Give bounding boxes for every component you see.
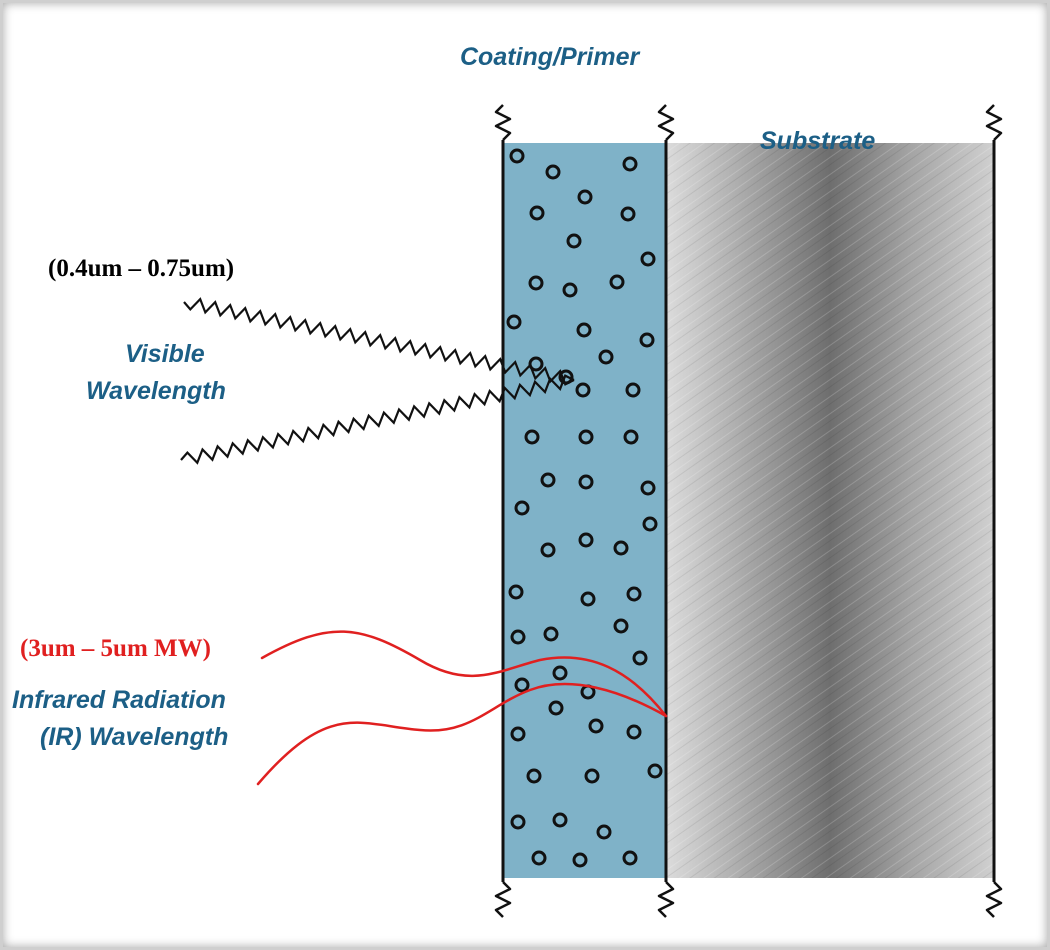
visible-label-line1: Visible bbox=[125, 340, 205, 368]
particle bbox=[626, 724, 642, 740]
particle bbox=[623, 429, 639, 445]
break-mark-icon bbox=[494, 881, 512, 918]
particle bbox=[508, 584, 524, 600]
particle bbox=[622, 850, 638, 866]
particle bbox=[596, 824, 612, 840]
boundary-lines bbox=[501, 140, 996, 882]
particle bbox=[609, 274, 625, 290]
particle bbox=[510, 814, 526, 830]
particle bbox=[620, 206, 636, 222]
particle bbox=[514, 677, 530, 693]
ir-label-line2: (IR) Wavelength bbox=[40, 723, 229, 751]
particle bbox=[626, 586, 642, 602]
particle bbox=[578, 474, 594, 490]
particle bbox=[622, 156, 638, 172]
break-mark-icon bbox=[657, 104, 675, 141]
break-mark-icon bbox=[657, 881, 675, 918]
visible-wave-incident bbox=[183, 297, 575, 386]
particle bbox=[548, 700, 564, 716]
particle bbox=[510, 726, 526, 742]
break-marks bbox=[494, 104, 1003, 918]
particle bbox=[640, 480, 656, 496]
coating-label: Coating/Primer bbox=[460, 43, 640, 71]
particle bbox=[625, 382, 641, 398]
particle bbox=[578, 532, 594, 548]
particle bbox=[577, 189, 593, 205]
coating-layer bbox=[503, 143, 666, 878]
particle bbox=[543, 626, 559, 642]
particle bbox=[572, 852, 588, 868]
visible-wave-reflected bbox=[180, 374, 575, 465]
ir-wave-incident bbox=[260, 630, 668, 718]
particle bbox=[575, 382, 591, 398]
ir-label-line1: Infrared Radiation bbox=[12, 686, 226, 714]
particle bbox=[578, 429, 594, 445]
particle bbox=[524, 429, 540, 445]
particle bbox=[526, 768, 542, 784]
ir-range-label: (3um – 5um MW) bbox=[20, 635, 211, 662]
particle bbox=[613, 540, 629, 556]
particle bbox=[528, 275, 544, 291]
particle bbox=[639, 332, 655, 348]
particle bbox=[640, 251, 656, 267]
substrate-block bbox=[666, 143, 994, 878]
particle bbox=[531, 850, 547, 866]
visible-label-line2: Wavelength bbox=[86, 377, 226, 405]
visible-range-label: (0.4um – 0.75um) bbox=[48, 255, 235, 282]
particle bbox=[540, 542, 556, 558]
particle bbox=[588, 718, 604, 734]
ir-waves bbox=[256, 630, 668, 786]
particle bbox=[545, 164, 561, 180]
particle bbox=[598, 349, 614, 365]
particle bbox=[552, 665, 568, 681]
particle bbox=[580, 591, 596, 607]
particle bbox=[576, 322, 592, 338]
particle bbox=[566, 233, 582, 249]
particle bbox=[529, 205, 545, 221]
particle bbox=[514, 500, 530, 516]
particle bbox=[584, 768, 600, 784]
visible-waves bbox=[180, 297, 575, 465]
break-mark-icon bbox=[494, 104, 512, 141]
substrate-label: Substrate bbox=[760, 127, 876, 155]
particle bbox=[552, 812, 568, 828]
break-mark-icon bbox=[985, 104, 1003, 141]
particle bbox=[540, 472, 556, 488]
particle bbox=[613, 618, 629, 634]
particle bbox=[509, 148, 525, 164]
particle bbox=[642, 516, 658, 532]
particle bbox=[632, 650, 648, 666]
particle bbox=[510, 629, 526, 645]
particle bbox=[506, 314, 522, 330]
particle bbox=[647, 763, 663, 779]
break-mark-icon bbox=[985, 881, 1003, 918]
particle bbox=[562, 282, 578, 298]
ir-wave-reflected bbox=[256, 682, 668, 786]
